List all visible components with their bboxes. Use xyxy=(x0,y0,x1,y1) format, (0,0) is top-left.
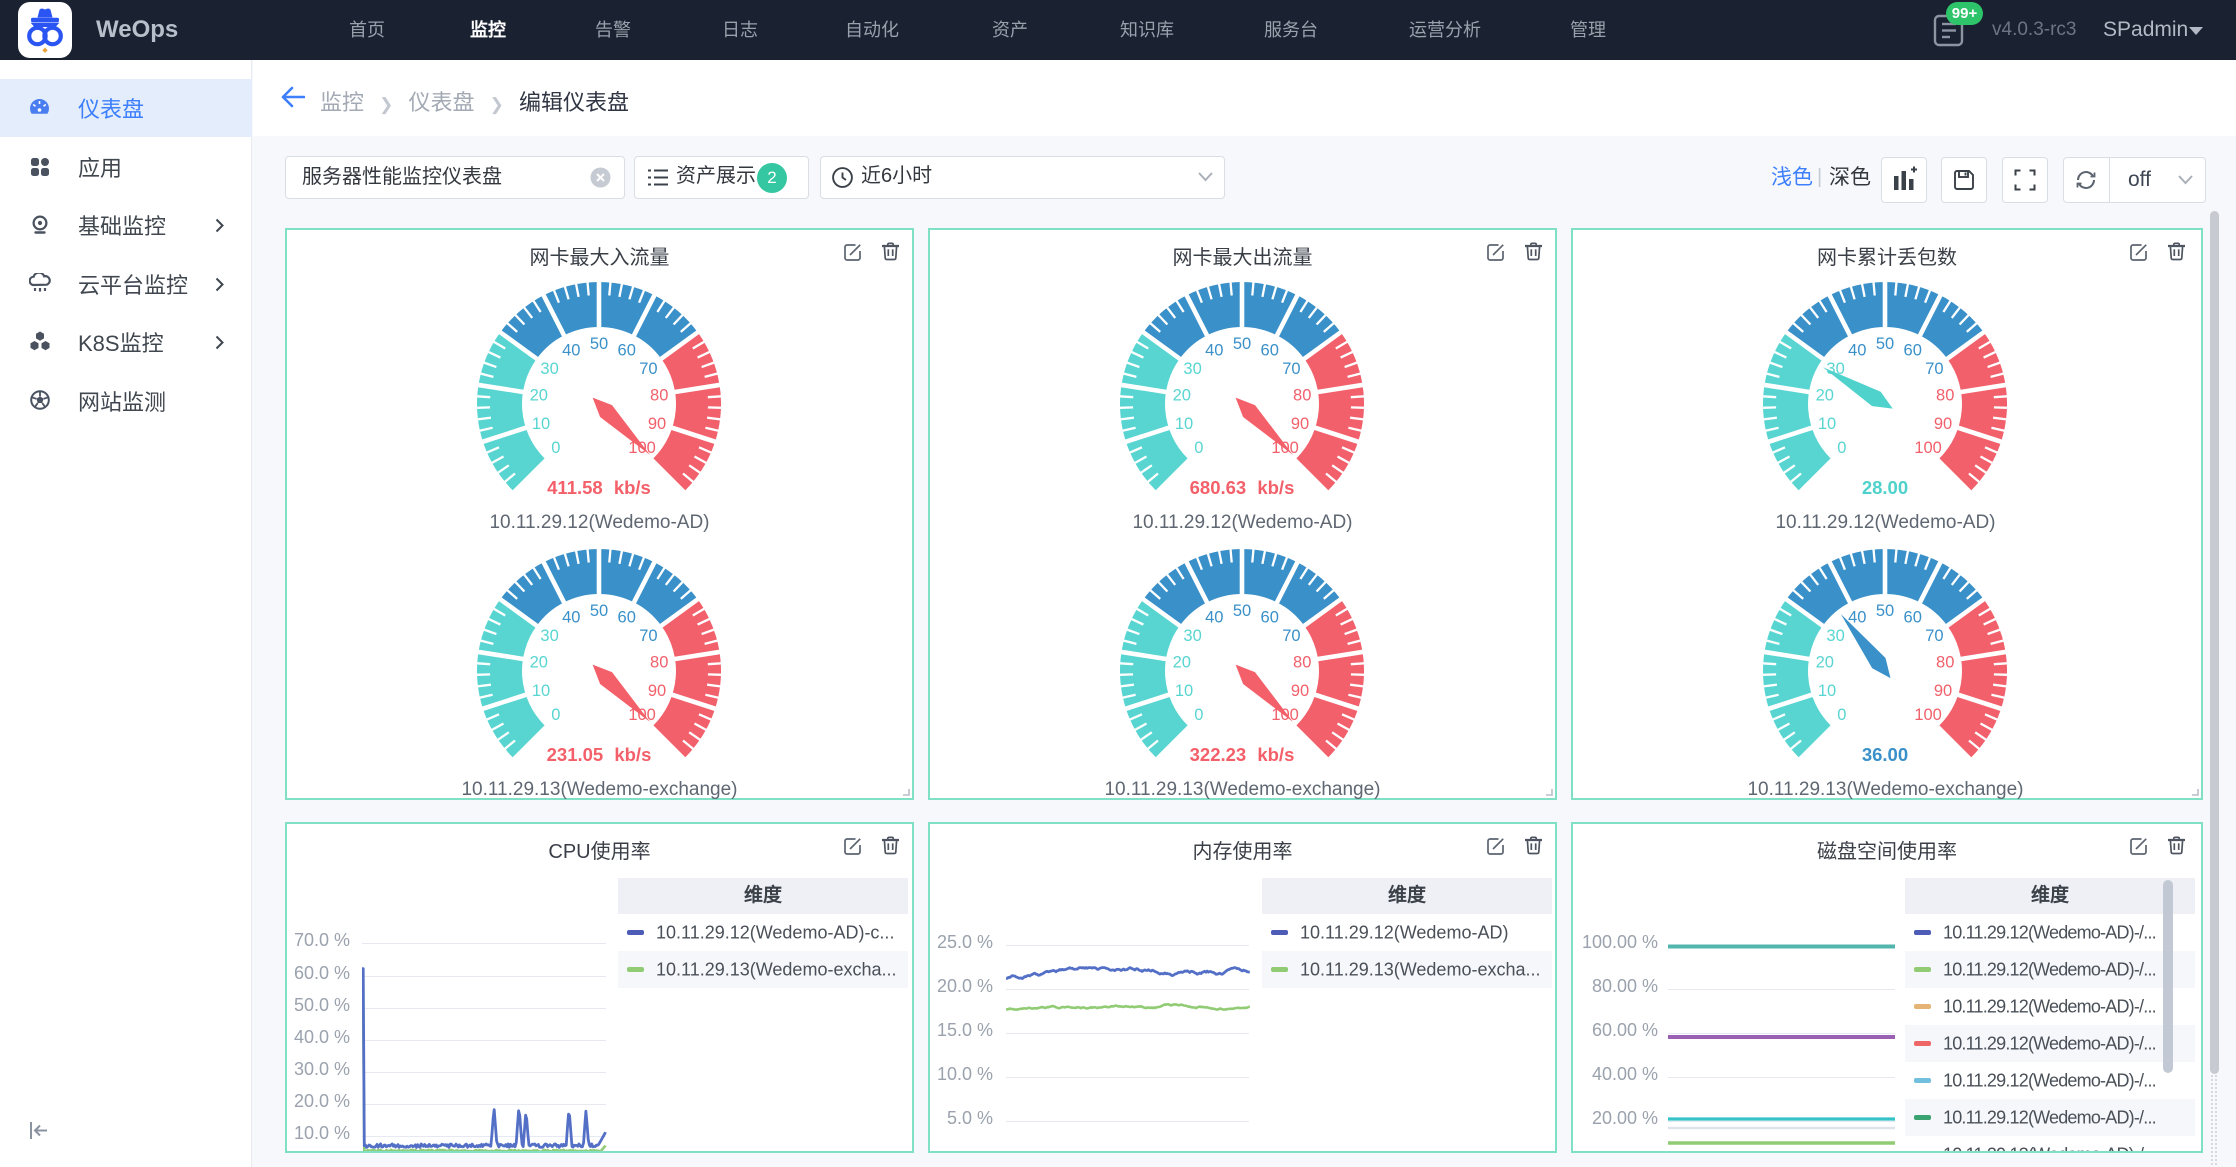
svg-text:50: 50 xyxy=(590,602,608,620)
svg-text:100: 100 xyxy=(1914,439,1942,457)
svg-text:80: 80 xyxy=(1936,654,1954,672)
svg-text:70: 70 xyxy=(639,360,657,378)
svg-text:50: 50 xyxy=(1876,602,1894,620)
svg-text:10: 10 xyxy=(532,682,550,700)
svg-text:10: 10 xyxy=(1818,682,1836,700)
svg-text:60: 60 xyxy=(1261,342,1279,360)
svg-text:20: 20 xyxy=(530,387,548,405)
svg-text:100: 100 xyxy=(1914,706,1942,724)
svg-text:80: 80 xyxy=(1936,387,1954,405)
svg-text:70: 70 xyxy=(1925,360,1943,378)
svg-text:80: 80 xyxy=(650,387,668,405)
svg-text:10: 10 xyxy=(1175,415,1193,433)
svg-text:60: 60 xyxy=(618,342,636,360)
svg-text:50: 50 xyxy=(1233,335,1251,353)
svg-text:30: 30 xyxy=(1183,627,1201,645)
svg-text:10: 10 xyxy=(532,415,550,433)
svg-text:680.63 kb/s: 680.63 kb/s xyxy=(1190,477,1295,498)
svg-text:80: 80 xyxy=(650,654,668,672)
svg-text:60: 60 xyxy=(618,609,636,627)
svg-text:36.00: 36.00 xyxy=(1862,744,1908,765)
svg-text:10: 10 xyxy=(1818,415,1836,433)
svg-text:0: 0 xyxy=(1837,439,1846,457)
svg-text:10: 10 xyxy=(1175,682,1193,700)
svg-text:20: 20 xyxy=(1173,387,1191,405)
svg-text:20: 20 xyxy=(1173,654,1191,672)
svg-text:40: 40 xyxy=(1848,342,1866,360)
svg-text:30: 30 xyxy=(1183,360,1201,378)
svg-text:0: 0 xyxy=(551,706,560,724)
svg-text:28.00: 28.00 xyxy=(1862,477,1908,498)
svg-text:40: 40 xyxy=(1205,342,1223,360)
svg-text:231.05 kb/s: 231.05 kb/s xyxy=(547,744,652,765)
svg-text:40: 40 xyxy=(562,609,580,627)
svg-text:60: 60 xyxy=(1904,342,1922,360)
svg-text:90: 90 xyxy=(1934,682,1952,700)
svg-text:0: 0 xyxy=(551,439,560,457)
svg-text:30: 30 xyxy=(1826,627,1844,645)
svg-text:50: 50 xyxy=(1876,335,1894,353)
svg-text:80: 80 xyxy=(1293,654,1311,672)
svg-text:40: 40 xyxy=(1848,609,1866,627)
svg-text:322.23 kb/s: 322.23 kb/s xyxy=(1190,744,1295,765)
svg-text:60: 60 xyxy=(1904,609,1922,627)
svg-text:70: 70 xyxy=(1925,627,1943,645)
svg-text:90: 90 xyxy=(1934,415,1952,433)
svg-text:20: 20 xyxy=(1816,654,1834,672)
svg-text:90: 90 xyxy=(1291,682,1309,700)
svg-text:90: 90 xyxy=(1291,415,1309,433)
svg-text:40: 40 xyxy=(1205,609,1223,627)
svg-text:70: 70 xyxy=(639,627,657,645)
svg-text:20: 20 xyxy=(530,654,548,672)
svg-text:50: 50 xyxy=(1233,602,1251,620)
svg-text:80: 80 xyxy=(1293,387,1311,405)
svg-text:0: 0 xyxy=(1194,439,1203,457)
svg-text:20: 20 xyxy=(1816,387,1834,405)
svg-text:0: 0 xyxy=(1837,706,1846,724)
svg-text:0: 0 xyxy=(1194,706,1203,724)
svg-text:60: 60 xyxy=(1261,609,1279,627)
svg-text:30: 30 xyxy=(540,627,558,645)
svg-text:40: 40 xyxy=(562,342,580,360)
svg-text:70: 70 xyxy=(1282,360,1300,378)
svg-text:90: 90 xyxy=(648,415,666,433)
svg-text:50: 50 xyxy=(590,335,608,353)
svg-text:30: 30 xyxy=(540,360,558,378)
svg-text:90: 90 xyxy=(648,682,666,700)
svg-text:411.58 kb/s: 411.58 kb/s xyxy=(547,477,651,498)
svg-text:70: 70 xyxy=(1282,627,1300,645)
